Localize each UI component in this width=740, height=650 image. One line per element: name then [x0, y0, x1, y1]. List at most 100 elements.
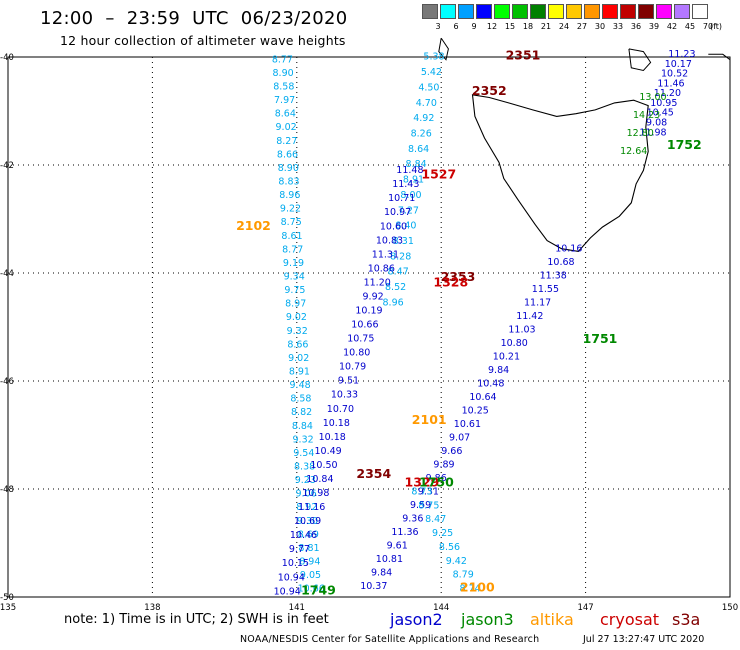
wave-height-value: 12.64	[620, 146, 647, 157]
wave-height-value: 9.48	[290, 380, 311, 391]
wave-height-value: 10.60	[380, 221, 407, 232]
wave-height-value: 8.77	[282, 244, 303, 255]
wave-height-value: 10.50	[310, 460, 337, 471]
legend-jason2: jason2	[390, 610, 443, 629]
wave-height-value: 9.34	[284, 272, 305, 283]
color-bin-36	[620, 4, 636, 19]
wave-height-value: 9.23	[295, 475, 316, 486]
wave-height-value: 10.75	[347, 334, 374, 345]
wave-height-value: 9.30	[297, 516, 318, 527]
color-bin-24	[548, 4, 564, 19]
wave-height-value: 11.98	[639, 127, 666, 138]
wave-height-value: 10.46	[290, 530, 317, 541]
wave-height-value: 9.59	[410, 500, 431, 511]
wave-height-value: 9.84	[488, 365, 509, 376]
wave-height-value: 8.61	[281, 231, 302, 242]
wave-height-value: 9.89	[433, 459, 454, 470]
wave-height-value: 8.91	[403, 175, 424, 186]
wave-height-value: 8.96	[279, 190, 300, 201]
lat-tick-label: -44	[0, 269, 14, 279]
wave-height-value: 9.02	[288, 353, 309, 364]
wave-height-value: 11.43	[392, 179, 419, 190]
lon-tick-label: 141	[289, 603, 305, 613]
wave-height-value: 8.79	[453, 570, 474, 581]
wave-height-value: 11.20	[364, 277, 391, 288]
wave-height-value: 8.91	[289, 367, 310, 378]
pass-time-label: 1328	[433, 275, 468, 290]
wave-height-value: 8.75	[418, 500, 439, 511]
wave-height-value: 8.47	[388, 267, 409, 278]
wave-height-value: 9.77	[289, 544, 310, 555]
wave-height-value: 8.64	[408, 144, 429, 155]
pass-time-label: 2352	[472, 83, 507, 98]
legend-s3a: s3a	[672, 610, 701, 629]
lon-tick-label: 150	[722, 603, 738, 613]
lat-tick-label: -50	[0, 593, 14, 603]
color-bin-label: 15	[504, 22, 516, 31]
wave-height-value: 8.90	[278, 163, 299, 174]
wave-height-value: 4.50	[418, 82, 439, 93]
wave-height-value: 9.66	[441, 446, 462, 457]
wave-height-value: 8.28	[390, 251, 411, 262]
lat-tick-label: -46	[0, 377, 14, 387]
island-coastline	[708, 53, 731, 61]
wave-height-value: 11.42	[516, 311, 543, 322]
pass-time-label: 2351	[506, 48, 541, 63]
color-bin-label: 9	[471, 22, 477, 31]
color-bin-21	[530, 4, 546, 19]
pass-time-label: 2101	[412, 412, 447, 427]
color-bin-39	[638, 4, 654, 19]
wave-height-value: 9.51	[338, 376, 359, 387]
wave-height-value: 8.69	[298, 529, 319, 540]
pass-time-label: 2100	[460, 580, 495, 595]
wave-height-value: 10.25	[462, 405, 489, 416]
wave-height-value: 4.92	[413, 113, 434, 124]
wave-height-value: 7.97	[274, 95, 295, 106]
pass-time-label: 2354	[356, 466, 391, 481]
wave-height-value: 10.81	[376, 554, 403, 565]
wave-height-value: 10.70	[327, 404, 354, 415]
wave-height-value: 11.46	[657, 78, 684, 89]
wave-height-value: 11.20	[654, 88, 681, 99]
wave-height-value: 11.36	[391, 527, 418, 538]
wave-height-value: 10.16	[555, 243, 582, 254]
wave-height-value: 8.27	[276, 136, 297, 147]
wave-height-value: 11.17	[524, 297, 551, 308]
wave-height-value: 9.92	[363, 292, 384, 303]
wave-height-value: 13.00	[639, 92, 666, 103]
wave-height-value: 8.83	[278, 177, 299, 188]
wave-height-value: 10.80	[343, 348, 370, 359]
wave-height-value: 10.66	[298, 584, 325, 595]
color-bin-9	[458, 4, 474, 19]
pass-time-label: 2102	[236, 218, 271, 233]
wave-height-value: 9.22	[280, 204, 301, 215]
wave-height-value: 10.61	[454, 419, 481, 430]
wave-height-value: 8.84	[292, 421, 313, 432]
wave-height-value: 10.84	[306, 474, 333, 485]
wave-height-value: 10.86	[368, 263, 395, 274]
wave-height-value: 9.54	[293, 448, 314, 459]
wave-height-value: 11.31	[372, 249, 399, 260]
wave-height-value: 8.81	[298, 543, 319, 554]
wave-height-value: 8.84	[406, 159, 427, 170]
wave-height-value: 8.96	[383, 297, 404, 308]
wave-height-value: 10.48	[477, 378, 504, 389]
pass-time-label: 1527	[421, 167, 456, 182]
wave-height-value: 11.16	[298, 502, 325, 513]
wave-height-value: 10.18	[319, 432, 346, 443]
wave-height-value: 9.19	[283, 258, 304, 269]
color-bin-label: 45	[684, 22, 696, 31]
pass-time-label: 1749	[301, 582, 336, 597]
color-bin-70	[692, 4, 708, 19]
color-bin-label: 27	[576, 22, 588, 31]
color-bin-label: 21	[540, 22, 552, 31]
wave-height-value: 10.49	[314, 446, 341, 457]
wave-height-value: 14.23	[633, 110, 660, 121]
wave-height-value: 8.90	[273, 68, 294, 79]
color-bin-18	[512, 4, 528, 19]
color-bin-30	[584, 4, 600, 19]
wave-height-value: 10.94	[278, 572, 305, 583]
wave-height-value: 10.79	[339, 362, 366, 373]
wave-height-value: 12.80	[627, 128, 654, 139]
wave-height-value: 9.86	[426, 473, 447, 484]
